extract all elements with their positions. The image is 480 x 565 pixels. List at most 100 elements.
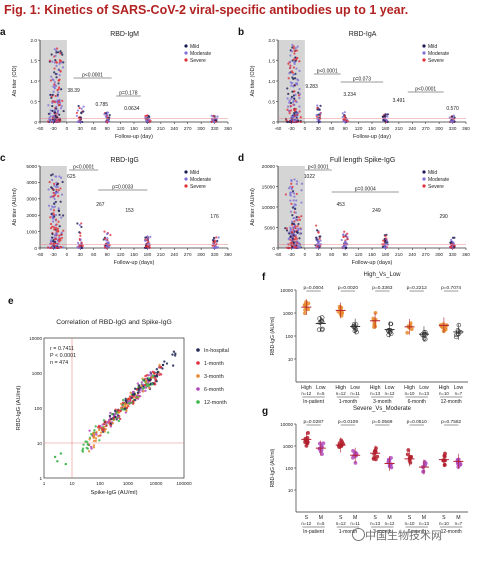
panel-c-point [56,191,59,194]
panel-b-point [290,95,294,98]
panel-b-point [294,72,297,75]
panel-a-point [57,88,60,91]
panel-d-pvalue: p<0.0001 [308,165,329,171]
panel-c-point [50,174,53,177]
panel-f-point [456,322,462,328]
panel-b-point [291,46,294,49]
panel-b-point [293,61,296,64]
panel-a-x-tick-label: 30 [78,126,84,131]
panel-a-point [108,113,111,117]
panel-b-point [452,119,455,122]
panel-a-point [75,111,79,114]
panel-c-x-axis-label: Follow-up (days) [114,260,155,266]
panel-d-point [288,237,291,240]
panel-a-point [61,53,64,56]
panel-b-x-tick-label: 240 [408,126,416,131]
panel-a-point [62,61,65,64]
panel-d-point [297,216,300,219]
panel-c-pvalue: p=0.0033 [112,185,133,191]
panel-g-point [321,441,326,446]
panel-d-point [289,185,292,188]
panel-g-point [442,463,447,467]
panel-c-point [51,195,54,198]
panel-a-x-axis-label: Follow-up (day) [115,134,153,140]
panel-e-point [117,409,120,412]
panel-e-point [108,414,112,418]
panel-e-legend-label: 3-month [204,374,224,380]
panel-c-point [109,233,112,237]
panel-a-point [108,116,111,119]
panel-c-point [53,197,56,201]
panel-a-point [80,111,83,114]
panel-e-point [121,403,125,406]
panel-b-point [318,119,321,122]
panel-g-timepoint-label: 3-month [373,529,392,535]
panel-e-point [106,431,110,434]
panel-e-point [148,386,151,390]
panel-d-point [284,193,287,196]
panel-b-point [343,120,347,124]
panel-g-point [441,458,446,463]
panel-c-point [55,237,58,240]
panel-d-point [382,239,385,242]
panel-f-group-label: Low [385,385,395,391]
panel-e-point [122,405,125,408]
panel-b-x-tick-label: 60 [329,126,335,131]
panel-g-group-label: S [339,515,343,521]
panel-c-point [78,231,81,234]
panel-e-point [123,407,127,410]
panel-c-point [103,230,106,233]
panel-d-point [295,192,298,196]
panel-c-x-tick-label: 90 [105,252,111,257]
panel-g-point [408,460,413,465]
panel-e-point [90,433,93,436]
panel-b-point [292,45,295,48]
panel-d-y-tick-label: 5000 [264,225,275,231]
panel-g-group-label: M [456,515,460,521]
panel-d-point [449,241,452,244]
panel-b-point [299,120,302,124]
panel-c-point [60,231,63,234]
panel-g-point [406,448,411,452]
panel-a-x-tick-label: 180 [144,126,152,131]
panel-c-point [76,241,80,245]
panel-g-y-axis-label: RBD-IgG (AU/ml) [270,448,276,487]
panel-a-point [78,106,81,110]
panel-e-point [117,411,120,414]
panel-d-point [300,215,303,218]
panel-f-group-label: Low [350,385,360,391]
panel-c-point [55,188,58,191]
panel-e-legend-label: 12-month [204,400,227,406]
panel-b-point [288,99,291,102]
panel-b-y-tick-label: 0.5 [268,99,275,105]
panel-d-point [291,185,294,189]
panel-b-x-tick-label: -30 [288,126,295,131]
panel-b-point [318,114,322,117]
panel-b-legend-label: Mild [428,44,437,50]
panel-a-point [211,118,214,122]
panel-c-point [51,205,54,208]
panel-e-point [140,384,143,388]
panel-c-point [49,239,53,242]
panel-a-point [79,118,82,121]
panel-b-point [318,108,321,111]
panel-b-point [293,50,296,53]
panel-g-point [405,452,410,457]
panel-e-point [113,409,117,413]
panel-c-point [55,223,58,226]
panel-f-group-label: High [335,385,346,391]
panel-d-point [289,210,293,213]
panel-g-group-label: S [373,515,377,521]
panel-b-point [386,120,389,124]
panel-e-point [82,443,85,447]
panel-d-point [290,202,293,205]
panel-a-point [106,118,109,121]
panel-a-point [77,104,80,108]
panel-d-point [292,192,296,195]
panel-g-group-label: M [353,515,357,521]
panel-d-x-tick-label: 210 [395,252,403,257]
panel-d-x-tick-label: -60 [275,252,282,257]
panel-d-title: Full length Spike-IgG [330,157,395,164]
panel-a-y-tick-label: 0 [34,120,37,126]
